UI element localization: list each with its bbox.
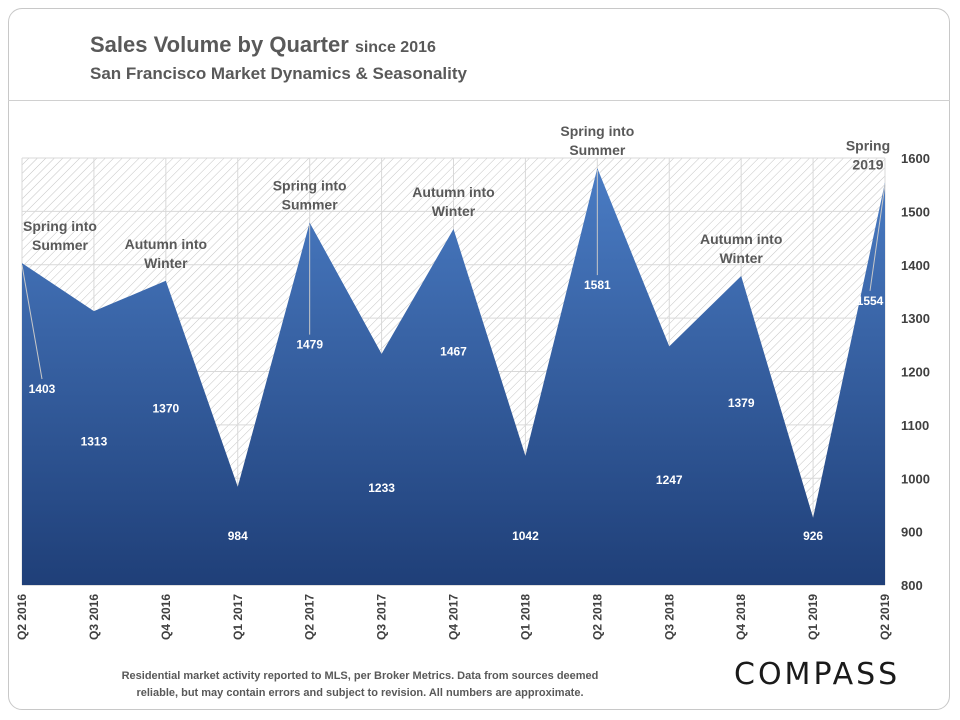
annotation-line-2: Summer xyxy=(282,197,339,213)
y-axis-ticks: 800 900 1000 1100 1200 1300 1400 1500 1600 xyxy=(901,151,930,593)
data-labels: 1403 1313 1370 984 1479 1233 1467 1042 1581 1247 1… xyxy=(29,278,884,543)
x-tick-label: Q4 2018 xyxy=(734,594,748,640)
footnote-line-2: reliable, but may contain errors and sub… xyxy=(136,687,584,699)
y-tick-label: 1200 xyxy=(901,365,930,380)
annotation-line-2: 2019 xyxy=(852,157,883,173)
x-tick-label: Q4 2016 xyxy=(159,594,173,640)
compass-logo: COMPASS xyxy=(734,657,901,692)
annotation-line-2: Winter xyxy=(719,250,763,266)
chart-subtitle: San Francisco Market Dynamics & Seasonal… xyxy=(90,64,467,83)
annotation-line-2: Winter xyxy=(432,203,476,219)
annotation-line-1: Spring into xyxy=(560,123,634,139)
annotation-line-2: Winter xyxy=(144,255,188,271)
annotation-line-1: Autumn into xyxy=(125,236,207,252)
x-tick-label: Q1 2018 xyxy=(518,594,532,640)
chart-title-since: since 2016 xyxy=(354,39,436,56)
data-label: 1042 xyxy=(512,529,539,543)
chart-title-main: Sales Volume by Quarter xyxy=(90,32,349,57)
y-tick-label: 1100 xyxy=(901,418,929,433)
data-label: 1233 xyxy=(368,481,395,495)
y-tick-label: 1000 xyxy=(901,471,930,486)
annotation-line-2: Summer xyxy=(569,142,626,158)
data-label: 1554 xyxy=(857,294,884,308)
y-tick-label: 800 xyxy=(901,578,923,593)
x-tick-label: Q1 2019 xyxy=(806,594,820,640)
data-label: 1403 xyxy=(29,382,56,396)
x-tick-label: Q3 2017 xyxy=(375,594,389,640)
x-tick-label: Q2 2017 xyxy=(303,594,317,640)
data-label: 926 xyxy=(803,529,823,543)
annotation-leaders xyxy=(21,170,886,380)
x-tick-label: Q3 2016 xyxy=(87,594,101,640)
annotation-line-2: Summer xyxy=(32,237,89,253)
annotation-line-1: Spring xyxy=(846,138,890,154)
chart-title: Sales Volume by Quarter since 2016 xyxy=(90,32,436,58)
x-tick-label: Q2 2016 xyxy=(15,594,29,640)
x-tick-label: Q2 2018 xyxy=(590,594,604,640)
y-tick-label: 1400 xyxy=(901,258,930,273)
data-label: 1313 xyxy=(81,435,108,449)
footnote-line-1: Residential market activity reported to … xyxy=(121,670,599,682)
data-label: 1247 xyxy=(656,473,683,487)
data-label: 984 xyxy=(228,529,248,543)
x-tick-label: Q3 2018 xyxy=(662,594,676,640)
x-tick-label: Q1 2017 xyxy=(231,594,245,640)
data-label: 1379 xyxy=(728,396,755,410)
y-tick-label: 900 xyxy=(901,525,923,540)
header-divider xyxy=(8,100,950,101)
annotation-line-1: Autumn into xyxy=(412,184,494,200)
annotation-line-1: Spring into xyxy=(273,178,347,194)
x-tick-label: Q4 2017 xyxy=(447,594,461,640)
data-label: 1370 xyxy=(152,401,179,415)
y-tick-label: 1500 xyxy=(901,204,930,219)
annotation-leader xyxy=(21,265,43,380)
data-label: 1479 xyxy=(296,338,323,352)
area-series xyxy=(22,168,885,586)
annotation-line-1: Spring into xyxy=(23,218,97,234)
data-label: 1467 xyxy=(440,345,467,359)
area-fill xyxy=(22,168,885,586)
x-axis-ticks: Q2 2016 Q3 2016 Q4 2016 Q1 2017 Q2 2017 Q3 20… xyxy=(15,594,892,640)
y-tick-label: 1600 xyxy=(901,151,930,166)
annotation-leader xyxy=(869,184,886,291)
footnote: Residential market activity reported to … xyxy=(60,668,660,702)
y-tick-label: 1300 xyxy=(901,311,930,326)
annotations: Spring into Summer Autumn into Winter Spring… xyxy=(23,123,890,271)
x-tick-label: Q2 2019 xyxy=(878,594,892,640)
annotation-line-1: Autumn into xyxy=(700,231,782,247)
data-label: 1581 xyxy=(584,278,611,292)
